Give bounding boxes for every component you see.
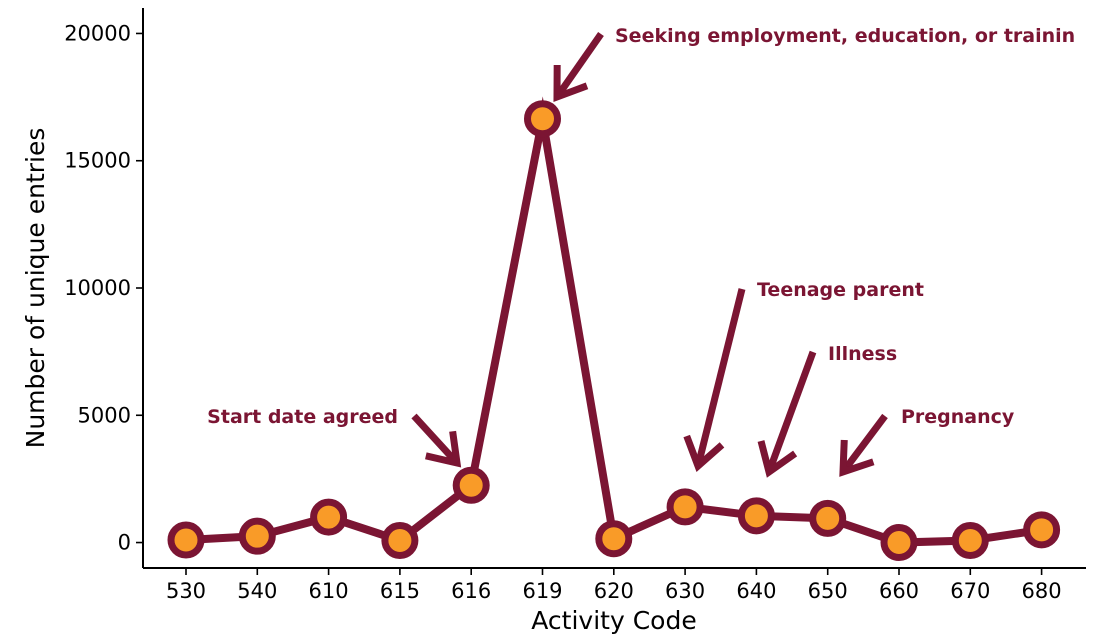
annotation-arrow-shaft <box>694 288 746 467</box>
y-tick-label: 20000 <box>64 21 131 45</box>
x-tick-label: 615 <box>380 579 420 603</box>
annotation-arrow-shaft <box>554 31 604 100</box>
x-tick-label: 650 <box>808 579 848 603</box>
annotation-arrow-head <box>683 434 725 472</box>
x-tick-label: 540 <box>237 579 277 603</box>
data-point-630 <box>666 488 704 526</box>
data-point-620 <box>595 520 633 558</box>
y-tick-label: 5000 <box>78 403 131 427</box>
x-tick-label: 670 <box>950 579 990 603</box>
x-tick-label: 616 <box>451 579 491 603</box>
x-tick-label: 680 <box>1022 579 1062 603</box>
annotation-label: Seeking employment, education, or traini… <box>615 25 1075 47</box>
x-axis-title: Activity Code <box>531 606 696 634</box>
data-point-615 <box>381 522 419 560</box>
x-tick-label: 660 <box>879 579 919 603</box>
annotation-arrow-head <box>425 430 462 468</box>
data-point-530 <box>167 521 205 559</box>
y-tick-label: 10000 <box>64 276 131 300</box>
annotation-layer: Start date agreed Seeking employment, edu… <box>207 25 1075 478</box>
y-tick-label: 0 <box>118 531 131 555</box>
annotation-label: Teenage parent <box>757 279 924 301</box>
data-point-670 <box>951 522 989 560</box>
annotation-arrow-shaft <box>840 413 888 475</box>
axes: 0 5000 10000 15000 20000 530 540 610 615 616 619 62… <box>64 8 1086 603</box>
annotation-label: Pregnancy <box>901 406 1015 428</box>
data-point-610 <box>310 498 348 536</box>
data-point-680 <box>1023 511 1061 549</box>
x-tick-label: 620 <box>594 579 634 603</box>
data-point-540 <box>238 517 276 555</box>
data-point-619 <box>524 100 561 138</box>
data-point-660 <box>880 524 918 562</box>
series-line <box>185 96 1043 547</box>
annotation-arrow-head <box>757 440 798 478</box>
annotation-label: Start date agreed <box>207 406 398 428</box>
x-tick-label: 640 <box>736 579 776 603</box>
annotation-arrow-head <box>553 64 589 103</box>
y-axis-title: Number of unique entries <box>21 128 50 449</box>
x-tick-label: 530 <box>166 579 206 603</box>
annotation-label: Illness <box>828 343 897 365</box>
data-point-640 <box>737 497 775 535</box>
x-tick-label: 619 <box>522 579 562 603</box>
series-layer <box>167 96 1061 562</box>
x-tick-label: 610 <box>309 579 349 603</box>
x-tick-label: 630 <box>665 579 705 603</box>
annotation-arrow-shaft <box>765 350 817 474</box>
data-point-650 <box>809 499 847 537</box>
data-point-616 <box>452 466 490 504</box>
annotation-arrow-head <box>839 439 875 477</box>
annotation-arrow-shaft <box>411 413 460 466</box>
y-tick-label: 15000 <box>64 149 131 173</box>
